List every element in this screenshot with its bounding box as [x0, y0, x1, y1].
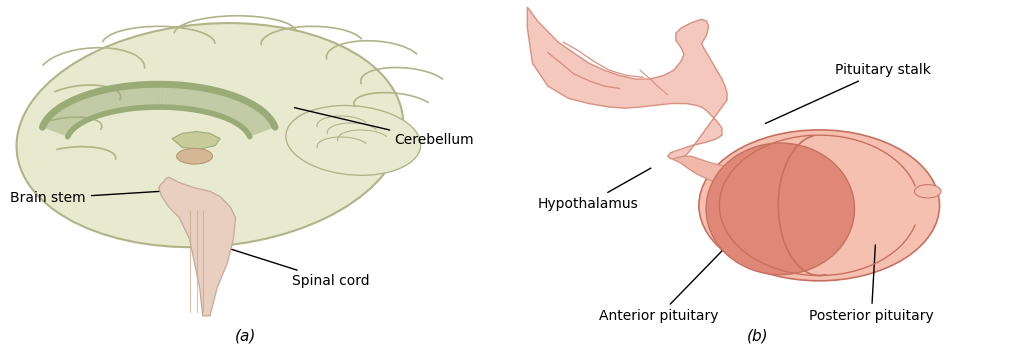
- Polygon shape: [161, 84, 165, 107]
- Polygon shape: [164, 84, 169, 107]
- Polygon shape: [44, 122, 70, 134]
- Text: Brain stem: Brain stem: [10, 190, 186, 205]
- Polygon shape: [180, 86, 189, 108]
- Polygon shape: [90, 93, 108, 114]
- Polygon shape: [45, 120, 71, 133]
- Text: Hypothalamus: Hypothalamus: [538, 168, 651, 211]
- Polygon shape: [249, 124, 274, 135]
- Polygon shape: [220, 97, 241, 117]
- Polygon shape: [199, 89, 213, 111]
- Polygon shape: [144, 85, 151, 107]
- Polygon shape: [157, 84, 161, 107]
- Polygon shape: [229, 102, 252, 121]
- Polygon shape: [170, 85, 177, 107]
- Polygon shape: [244, 115, 268, 130]
- Polygon shape: [236, 107, 259, 124]
- Polygon shape: [86, 94, 104, 114]
- Polygon shape: [159, 177, 236, 316]
- Polygon shape: [245, 117, 270, 131]
- Text: (a): (a): [236, 329, 256, 344]
- Text: (b): (b): [746, 329, 769, 344]
- Polygon shape: [69, 101, 90, 120]
- Polygon shape: [46, 118, 72, 132]
- Polygon shape: [241, 112, 265, 127]
- Polygon shape: [56, 108, 80, 125]
- Polygon shape: [54, 110, 79, 126]
- Polygon shape: [47, 117, 73, 131]
- Polygon shape: [167, 85, 173, 107]
- Polygon shape: [63, 104, 86, 122]
- Polygon shape: [100, 90, 116, 112]
- Polygon shape: [205, 91, 221, 112]
- Polygon shape: [231, 104, 254, 122]
- Polygon shape: [177, 85, 186, 108]
- Polygon shape: [218, 96, 238, 116]
- Polygon shape: [52, 112, 77, 127]
- Polygon shape: [74, 99, 94, 118]
- Polygon shape: [215, 95, 234, 115]
- Polygon shape: [227, 101, 249, 120]
- Polygon shape: [116, 87, 128, 110]
- Polygon shape: [527, 7, 727, 160]
- Polygon shape: [77, 97, 97, 117]
- Text: Anterior pituitary: Anterior pituitary: [599, 243, 730, 323]
- Polygon shape: [213, 94, 231, 114]
- Polygon shape: [247, 120, 272, 133]
- Polygon shape: [96, 91, 113, 112]
- Text: Cerebellum: Cerebellum: [295, 108, 474, 147]
- Polygon shape: [207, 92, 224, 113]
- Polygon shape: [120, 87, 131, 109]
- Polygon shape: [223, 99, 244, 118]
- Polygon shape: [249, 125, 275, 137]
- Ellipse shape: [16, 23, 403, 247]
- Ellipse shape: [706, 143, 854, 274]
- Text: Spinal cord: Spinal cord: [223, 246, 370, 288]
- Text: Pituitary stalk: Pituitary stalk: [765, 63, 931, 124]
- Polygon shape: [246, 118, 271, 132]
- Polygon shape: [93, 92, 111, 113]
- Polygon shape: [71, 100, 92, 119]
- Polygon shape: [50, 113, 76, 128]
- Polygon shape: [238, 108, 261, 125]
- Polygon shape: [248, 122, 273, 134]
- Text: Posterior pituitary: Posterior pituitary: [809, 245, 934, 323]
- Polygon shape: [183, 86, 194, 109]
- Polygon shape: [196, 88, 210, 111]
- Ellipse shape: [699, 130, 940, 281]
- Polygon shape: [186, 87, 198, 109]
- Polygon shape: [43, 124, 69, 135]
- Polygon shape: [112, 88, 125, 110]
- Polygon shape: [80, 96, 99, 116]
- Polygon shape: [172, 132, 220, 149]
- Polygon shape: [233, 105, 257, 123]
- Ellipse shape: [286, 106, 421, 175]
- Polygon shape: [136, 85, 144, 108]
- Ellipse shape: [176, 148, 213, 164]
- Polygon shape: [140, 85, 147, 107]
- Polygon shape: [83, 95, 102, 115]
- Polygon shape: [128, 86, 137, 108]
- Polygon shape: [239, 110, 263, 126]
- Polygon shape: [49, 115, 74, 130]
- Polygon shape: [58, 107, 82, 124]
- Polygon shape: [153, 84, 157, 107]
- Polygon shape: [60, 105, 84, 123]
- Polygon shape: [131, 85, 140, 108]
- Polygon shape: [202, 90, 217, 112]
- Polygon shape: [42, 125, 69, 137]
- Polygon shape: [189, 87, 202, 110]
- Ellipse shape: [914, 185, 941, 198]
- Polygon shape: [108, 88, 122, 111]
- Polygon shape: [193, 88, 206, 110]
- Polygon shape: [124, 86, 134, 109]
- Polygon shape: [225, 100, 247, 119]
- Polygon shape: [148, 84, 154, 107]
- Polygon shape: [104, 89, 119, 111]
- Polygon shape: [674, 156, 760, 187]
- Polygon shape: [66, 102, 88, 121]
- Polygon shape: [242, 113, 267, 128]
- Polygon shape: [173, 85, 181, 108]
- Polygon shape: [210, 93, 227, 114]
